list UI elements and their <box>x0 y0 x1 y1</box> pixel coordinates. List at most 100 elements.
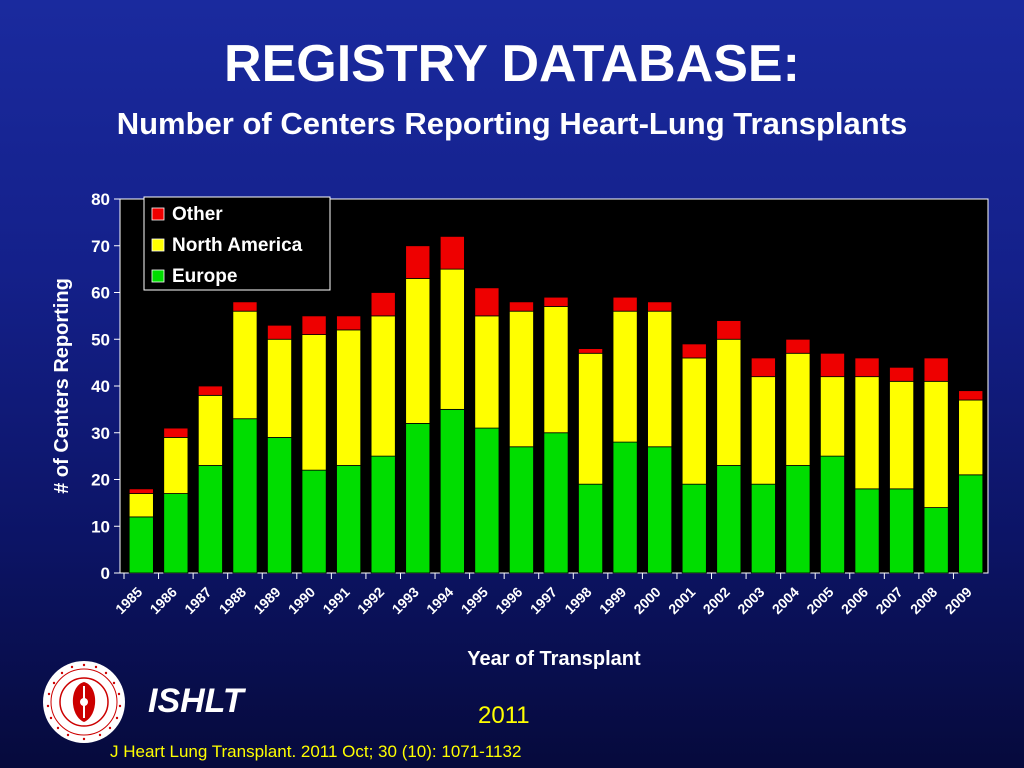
bar-other-1987 <box>197 385 223 396</box>
bar-other-1985 <box>128 488 154 494</box>
bar-europe-2003 <box>750 483 776 574</box>
stacked-bar-chart: 0 10 20 30 40 50 60 70 80 # of Centers Reporting 1… <box>51 190 989 670</box>
bar-europe-1995 <box>474 427 500 574</box>
bar-north-america-1986 <box>163 437 189 494</box>
legend-swatch-north-america <box>151 238 165 252</box>
bar-other-1986 <box>163 427 189 438</box>
bar-europe-1990 <box>301 469 327 574</box>
bar-north-america-1996 <box>508 310 534 448</box>
x-tick-label: 2004 <box>769 584 802 617</box>
bar-other-1996 <box>508 301 534 312</box>
x-tick-label: 1999 <box>596 584 629 617</box>
bar-other-1995 <box>474 287 500 317</box>
bar-europe-1994 <box>439 408 465 574</box>
y-tick-label: 70 <box>91 237 110 256</box>
bar-north-america-1988 <box>232 310 258 420</box>
bar-other-1990 <box>301 315 327 335</box>
bar-europe-1988 <box>232 418 258 574</box>
bar-other-2007 <box>889 366 915 382</box>
x-tick-label: 1993 <box>389 584 422 617</box>
bar-other-1998 <box>578 348 604 354</box>
bar-north-america-1999 <box>612 310 638 443</box>
y-tick-label: 60 <box>91 284 110 303</box>
bar-north-america-2008 <box>923 380 949 508</box>
slide-subtitle: Number of Centers Reporting Heart-Lung T… <box>116 106 908 141</box>
bar-europe-1999 <box>612 441 638 574</box>
bar-other-2001 <box>681 343 707 359</box>
bar-other-1993 <box>405 245 431 279</box>
bar-other-2000 <box>647 301 673 312</box>
bar-north-america-1990 <box>301 334 327 471</box>
bar-north-america-1998 <box>578 352 604 485</box>
bar-north-america-1991 <box>336 329 362 466</box>
legend-swatch-europe <box>151 269 165 283</box>
y-tick-label: 10 <box>91 517 110 536</box>
legend-swatch-other <box>151 207 165 221</box>
y-tick-label: 0 <box>101 564 110 583</box>
x-tick-label: 1998 <box>561 584 594 617</box>
bar-europe-1987 <box>197 465 223 574</box>
y-tick-label: 80 <box>91 190 110 209</box>
bar-north-america-1997 <box>543 306 569 434</box>
x-tick-label: 2006 <box>838 584 871 617</box>
bar-europe-1997 <box>543 432 569 574</box>
bar-north-america-2003 <box>750 376 776 485</box>
bar-other-2008 <box>923 357 949 382</box>
bar-europe-2007 <box>889 488 915 574</box>
citation: J Heart Lung Transplant. 2011 Oct; 30 (1… <box>110 742 522 761</box>
x-tick-label: 1992 <box>354 584 387 617</box>
x-tick-label: 2007 <box>872 584 905 617</box>
x-tick-label: 1990 <box>285 584 318 617</box>
y-axis-label: # of Centers Reporting <box>51 278 73 494</box>
x-tick-label: 2002 <box>700 584 733 617</box>
bar-north-america-1995 <box>474 315 500 429</box>
legend-label-other: Other <box>172 204 223 225</box>
x-tick-label: 1988 <box>216 584 249 617</box>
bar-north-america-2004 <box>785 352 811 466</box>
x-axis-label: Year of Transplant <box>467 648 641 670</box>
bar-north-america-2006 <box>854 376 880 490</box>
bar-north-america-1993 <box>405 278 431 424</box>
bar-other-1997 <box>543 296 569 307</box>
y-tick-label: 50 <box>91 330 110 349</box>
bar-other-2002 <box>716 320 742 340</box>
bar-north-america-1992 <box>370 315 396 457</box>
bar-europe-1998 <box>578 483 604 574</box>
bar-north-america-2005 <box>819 376 845 457</box>
bar-europe-2005 <box>819 455 845 574</box>
bar-north-america-2000 <box>647 310 673 448</box>
x-tick-label: 2008 <box>907 584 940 617</box>
slide-title: REGISTRY DATABASE: <box>224 35 800 93</box>
bar-europe-2000 <box>647 446 673 574</box>
bar-other-1989 <box>267 324 293 340</box>
bar-other-1991 <box>336 315 362 331</box>
bar-europe-1986 <box>163 493 189 574</box>
org-name: ISHLT <box>148 682 244 720</box>
bar-north-america-1994 <box>439 268 465 410</box>
bar-other-1994 <box>439 235 465 270</box>
bar-europe-1985 <box>128 516 154 574</box>
x-tick-label: 2001 <box>665 584 698 617</box>
bar-europe-1996 <box>508 446 534 574</box>
bar-north-america-1985 <box>128 493 154 518</box>
bar-north-america-1989 <box>267 338 293 438</box>
x-tick-label: 1985 <box>112 584 145 617</box>
x-tick-label: 1986 <box>147 584 180 617</box>
legend-label-north-america: North America <box>172 235 303 256</box>
y-tick-label: 40 <box>91 377 110 396</box>
bar-europe-2001 <box>681 483 707 574</box>
bar-other-2006 <box>854 357 880 378</box>
x-tick-label: 1997 <box>527 584 560 617</box>
bar-europe-1992 <box>370 455 396 574</box>
bar-north-america-2002 <box>716 338 742 466</box>
bar-other-2004 <box>785 338 811 354</box>
bar-other-2009 <box>958 390 984 401</box>
x-tick-label: 1991 <box>319 584 352 617</box>
bar-other-1988 <box>232 301 258 312</box>
bar-north-america-2007 <box>889 380 915 490</box>
x-tick-label: 1987 <box>181 584 214 617</box>
bar-north-america-2001 <box>681 357 707 485</box>
bar-other-2005 <box>819 352 845 378</box>
x-tick-label: 2009 <box>941 584 974 617</box>
bar-europe-2008 <box>923 507 949 574</box>
